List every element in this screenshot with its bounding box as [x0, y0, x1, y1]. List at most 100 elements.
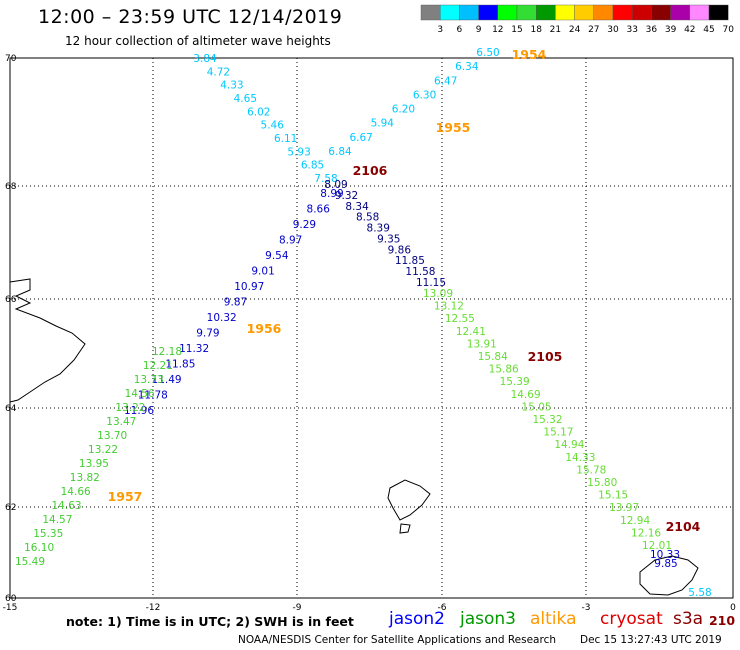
- time-mark: 1956: [247, 321, 282, 336]
- swh-value: 10.97: [234, 281, 264, 293]
- lat-label: 68: [5, 182, 17, 192]
- legend-jason3: jason3: [460, 609, 516, 629]
- swh-value: 13.09: [423, 288, 453, 300]
- lon-label: -3: [582, 603, 591, 613]
- map-title: 12:00 – 23:59 UTC 12/14/2019: [38, 6, 343, 28]
- swh-value: 11.85: [395, 255, 425, 267]
- lon-label: 0: [730, 603, 736, 613]
- colorbar-label: 70: [722, 25, 734, 35]
- swh-value: 10.33: [650, 549, 680, 561]
- swh-value: 6.85: [301, 160, 324, 172]
- credit-organization: NOAA/NESDIS Center for Satellite Applica…: [238, 634, 556, 646]
- colorbar-label: 21: [550, 25, 561, 35]
- swh-value: 15.35: [33, 528, 63, 540]
- swh-value: 11.58: [405, 266, 435, 278]
- credit-timestamp: Dec 15 13:27:43 UTC 2019: [580, 634, 722, 646]
- swh-value: 8.39: [367, 223, 390, 235]
- swh-value: 8.34: [345, 201, 369, 213]
- swh-value: 14.56: [125, 388, 155, 400]
- swh-value: 5.58: [688, 587, 711, 599]
- swh-value: 13.70: [97, 430, 127, 442]
- swh-value: 15.49: [15, 556, 45, 568]
- swh-value: 11.78: [138, 390, 168, 402]
- colorbar-label: 9: [476, 25, 482, 35]
- swh-value: 13.97: [609, 502, 639, 514]
- swh-value: 4.72: [207, 66, 230, 78]
- swh-value: 11.49: [152, 374, 182, 386]
- swh-value: 4.65: [234, 93, 257, 105]
- swh-value: 9.79: [196, 328, 219, 340]
- swh-value: 4.33: [220, 80, 243, 92]
- swh-value: 12.01: [642, 540, 672, 552]
- swh-value: 13.12: [434, 301, 464, 313]
- swh-value: 8.97: [279, 235, 302, 247]
- colorbar-label: 6: [457, 25, 463, 35]
- lat-label: 60: [5, 594, 17, 604]
- colorbar-label: 18: [530, 25, 542, 35]
- faroe-islands: [387, 479, 431, 521]
- lon-label: -12: [146, 603, 161, 613]
- footer-note: note: 1) Time is in UTC; 2) SWH is in fe…: [66, 614, 354, 629]
- swh-value: 11.85: [165, 359, 195, 371]
- swh-value: 10.32: [207, 312, 237, 324]
- swh-value: 13.22: [88, 444, 118, 456]
- faroe-islet: [399, 523, 411, 534]
- swh-value: 5.94: [371, 118, 395, 130]
- map-subtitle: 12 hour collection of altimeter wave hei…: [65, 34, 331, 48]
- swh-value: 6.84: [328, 146, 352, 158]
- swh-value: 12.16: [631, 527, 661, 539]
- swh-value: 13.95: [79, 458, 109, 470]
- time-mark: 1954: [512, 47, 547, 62]
- swh-value: 6.20: [392, 104, 415, 116]
- swh-value: 8.99: [320, 188, 343, 200]
- colorbar-label: 12: [492, 25, 503, 35]
- swh-value: 12.94: [620, 515, 650, 527]
- swh-value: 15.05: [522, 401, 552, 413]
- colorbar-label: 42: [684, 25, 695, 35]
- lat-label: 66: [5, 295, 17, 305]
- colorbar-label: 39: [665, 25, 677, 35]
- legend-altika: altika: [530, 609, 577, 629]
- colorbar-label: 36: [646, 25, 658, 35]
- time-mark: 2105: [528, 349, 563, 364]
- time-mark: 2106: [353, 163, 388, 178]
- swh-value: 5.46: [261, 120, 285, 132]
- swh-value: 8.09: [324, 179, 347, 191]
- swh-value: 6.02: [247, 106, 270, 118]
- swh-value: 5.93: [287, 146, 310, 158]
- swh-value: 14.57: [42, 514, 72, 526]
- swh-value: 15.17: [543, 427, 573, 439]
- swh-value: 11.15: [416, 277, 446, 289]
- swh-value: 8.66: [307, 204, 331, 216]
- lon-label: -15: [3, 603, 18, 613]
- swh-value: 15.80: [587, 477, 617, 489]
- swh-value: 13.47: [106, 416, 136, 428]
- time-mark: 210: [709, 613, 735, 628]
- lon-label: -9: [293, 603, 302, 613]
- swh-value: 6.47: [434, 75, 457, 87]
- swh-value: 13.82: [70, 472, 100, 484]
- colorbar-label: 3: [437, 25, 443, 35]
- swh-value: 6.11: [274, 133, 297, 145]
- altimeter-tracks: 3.844.72 4.334.656.02 5.466.115.93 6.857.58…: [15, 47, 712, 599]
- swh-value: 3.84: [193, 53, 217, 65]
- colorbar-label: 45: [703, 25, 714, 35]
- swh-value: 12.21: [143, 360, 173, 372]
- swh-value: 12.55: [445, 313, 475, 325]
- swh-value: 15.78: [576, 464, 606, 476]
- shetland-islands: [639, 555, 699, 596]
- legend-cryosat: cryosat: [600, 609, 663, 629]
- legend-s3a: s3a: [673, 609, 704, 629]
- lat-label: 70: [5, 54, 17, 64]
- colorbar-swatch: [708, 4, 729, 21]
- swh-value: 7.58: [314, 173, 337, 185]
- colorbar-label: 33: [626, 25, 637, 35]
- swh-value: 16.10: [24, 542, 54, 554]
- swh-value: 6.67: [349, 132, 372, 144]
- colorbar-label: 15: [511, 25, 522, 35]
- swh-value: 15.86: [489, 364, 519, 376]
- swh-value: 6.34: [455, 61, 479, 73]
- iceland-coast: [9, 278, 86, 403]
- colorbar-label: 24: [569, 25, 581, 35]
